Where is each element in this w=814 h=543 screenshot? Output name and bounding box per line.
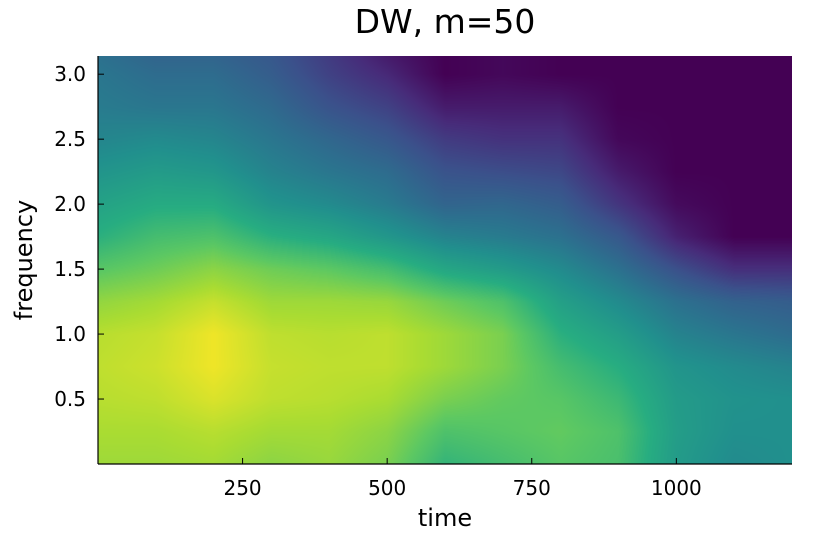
x-tick-label: 750 [513,476,551,500]
y-axis-ticks: 0.5 1.0 1.5 2.0 2.5 3.0 [54,62,104,411]
y-tick-label: 3.0 [54,62,86,86]
x-axis-label: time [418,504,472,532]
y-tick-label: 1.5 [54,257,86,281]
x-tick-label: 250 [223,476,261,500]
heatmap-image [98,56,792,464]
y-tick-label: 2.5 [54,127,86,151]
y-tick-label: 1.0 [54,322,86,346]
chart-title: DW, m=50 [355,2,536,41]
plot-area [98,56,792,464]
x-tick-label: 500 [368,476,406,500]
x-tick-label: 1000 [651,476,702,500]
y-axis-label: frequency [10,200,38,320]
x-axis-ticks: 250 500 750 1000 [223,458,702,500]
y-tick-label: 0.5 [54,387,86,411]
y-tick-label: 2.0 [54,192,86,216]
